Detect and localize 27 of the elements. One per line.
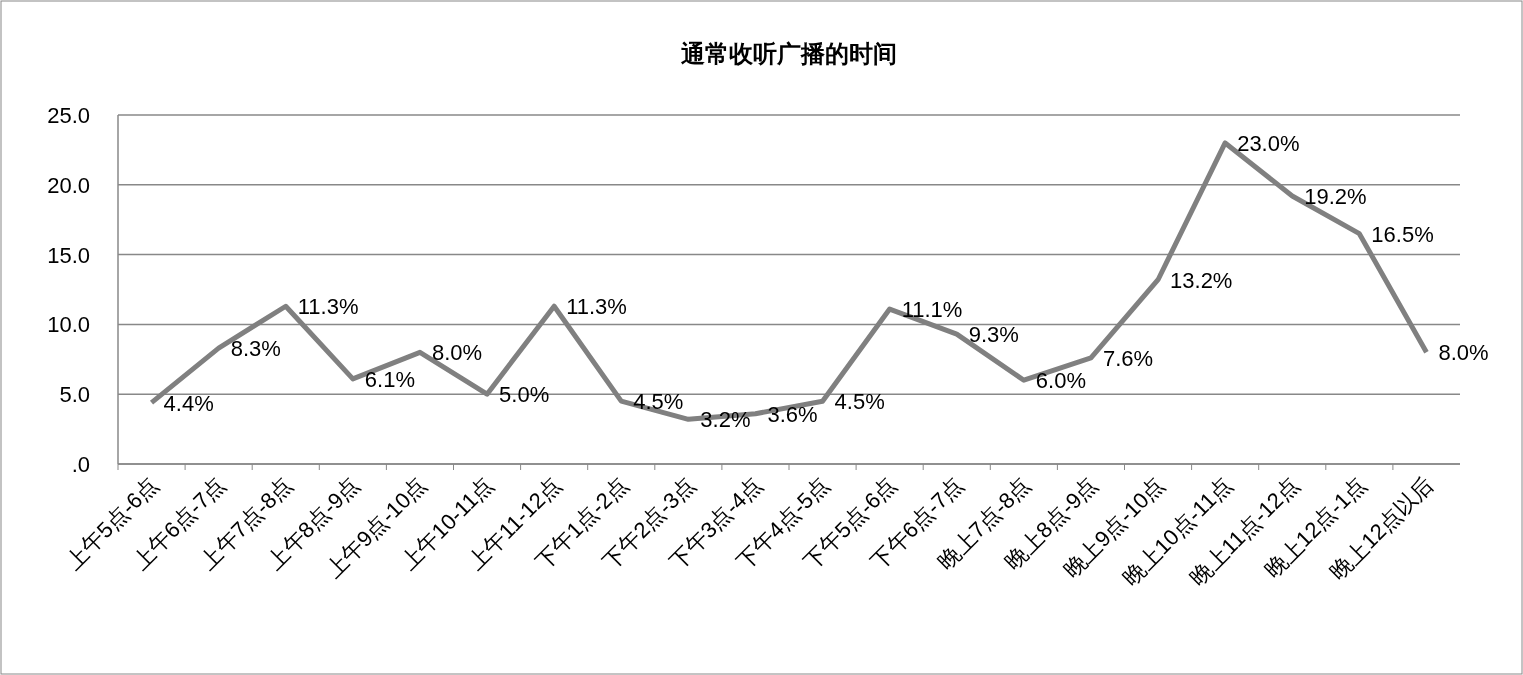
data-label: 5.0% [499, 382, 550, 408]
data-label: 8.0% [431, 340, 483, 366]
data-label: 16.5% [1371, 221, 1434, 247]
data-label: 3.6% [767, 401, 818, 427]
y-tick-label: 25.0 [47, 103, 90, 128]
data-label: 19.2% [1304, 183, 1367, 209]
data-label: 11.3% [297, 294, 359, 320]
y-tick-label: 20.0 [47, 172, 90, 198]
data-label: 11.3% [566, 294, 627, 320]
data-label: 6.0% [1035, 368, 1087, 394]
data-label: 9.3% [968, 322, 1019, 348]
data-label: 8.0% [1438, 340, 1489, 366]
data-label: 6.1% [364, 366, 416, 392]
data-label: 7.6% [1102, 345, 1154, 371]
data-label: 13.2% [1170, 267, 1233, 293]
data-label: 4.5% [633, 389, 684, 415]
data-label: 3.2% [700, 407, 751, 433]
chart-title: 通常收听广播的时间 [680, 40, 897, 67]
data-label: 11.1% [901, 297, 963, 323]
y-tick-label: .0 [71, 452, 90, 477]
data-label: 4.5% [834, 389, 885, 415]
y-tick-label: 15.0 [47, 242, 90, 268]
data-label: 8.3% [230, 336, 281, 362]
y-tick-label: 10.0 [47, 312, 90, 338]
data-label: 4.4% [163, 390, 214, 416]
y-tick-label: 5.0 [59, 382, 90, 408]
data-label: 23.0% [1237, 130, 1300, 156]
